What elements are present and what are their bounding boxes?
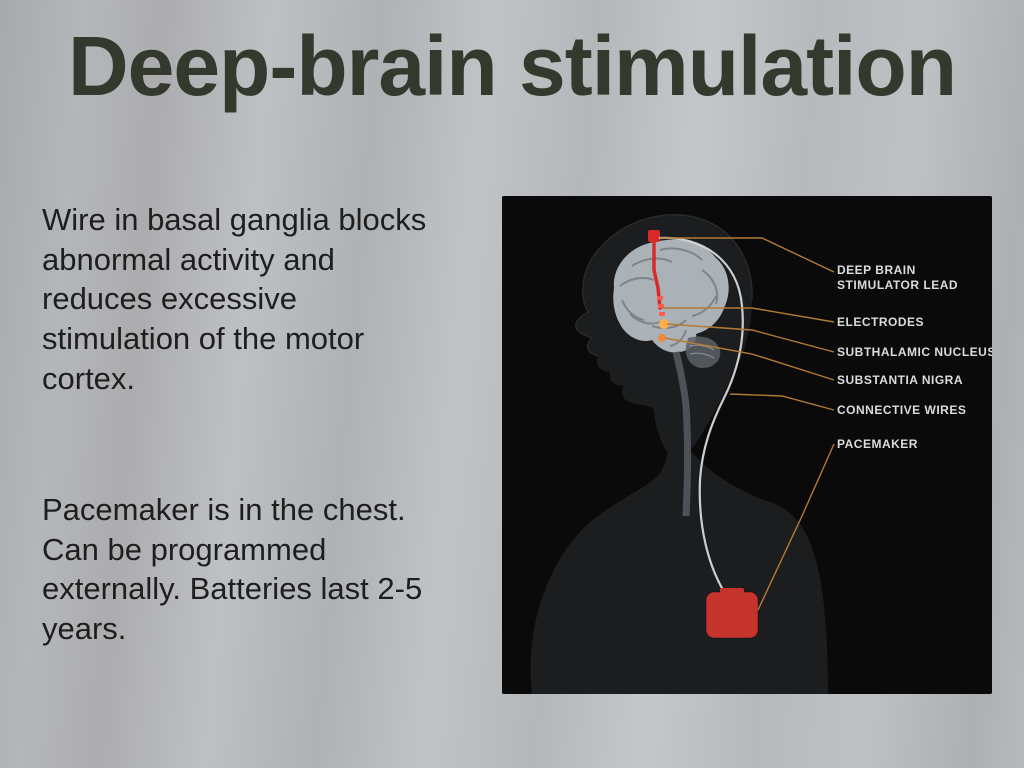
label-wires: CONNECTIVE WIRES: [837, 403, 966, 417]
label-nigra: SUBSTANTIA NIGRA: [837, 373, 963, 387]
dbs-diagram: DEEP BRAIN STIMULATOR LEAD ELECTRODES SU…: [502, 196, 992, 694]
label-pacemaker: PACEMAKER: [837, 437, 918, 451]
pacemaker: [706, 588, 758, 638]
dbs-diagram-svg: DEEP BRAIN STIMULATOR LEAD ELECTRODES SU…: [502, 196, 992, 694]
paragraph-1: Wire in basal ganglia blocks abnormal ac…: [42, 200, 442, 398]
label-lead-line1: DEEP BRAIN: [837, 263, 916, 277]
paragraph-2: Pacemaker is in the chest. Can be progra…: [42, 490, 442, 649]
label-subthalamic: SUBTHALAMIC NUCLEUS: [837, 345, 992, 359]
label-electrodes: ELECTRODES: [837, 315, 924, 329]
page-title: Deep-brain stimulation: [0, 18, 1024, 115]
substantia-nigra-marker: [658, 334, 666, 342]
label-lead-line2: STIMULATOR LEAD: [837, 278, 958, 292]
